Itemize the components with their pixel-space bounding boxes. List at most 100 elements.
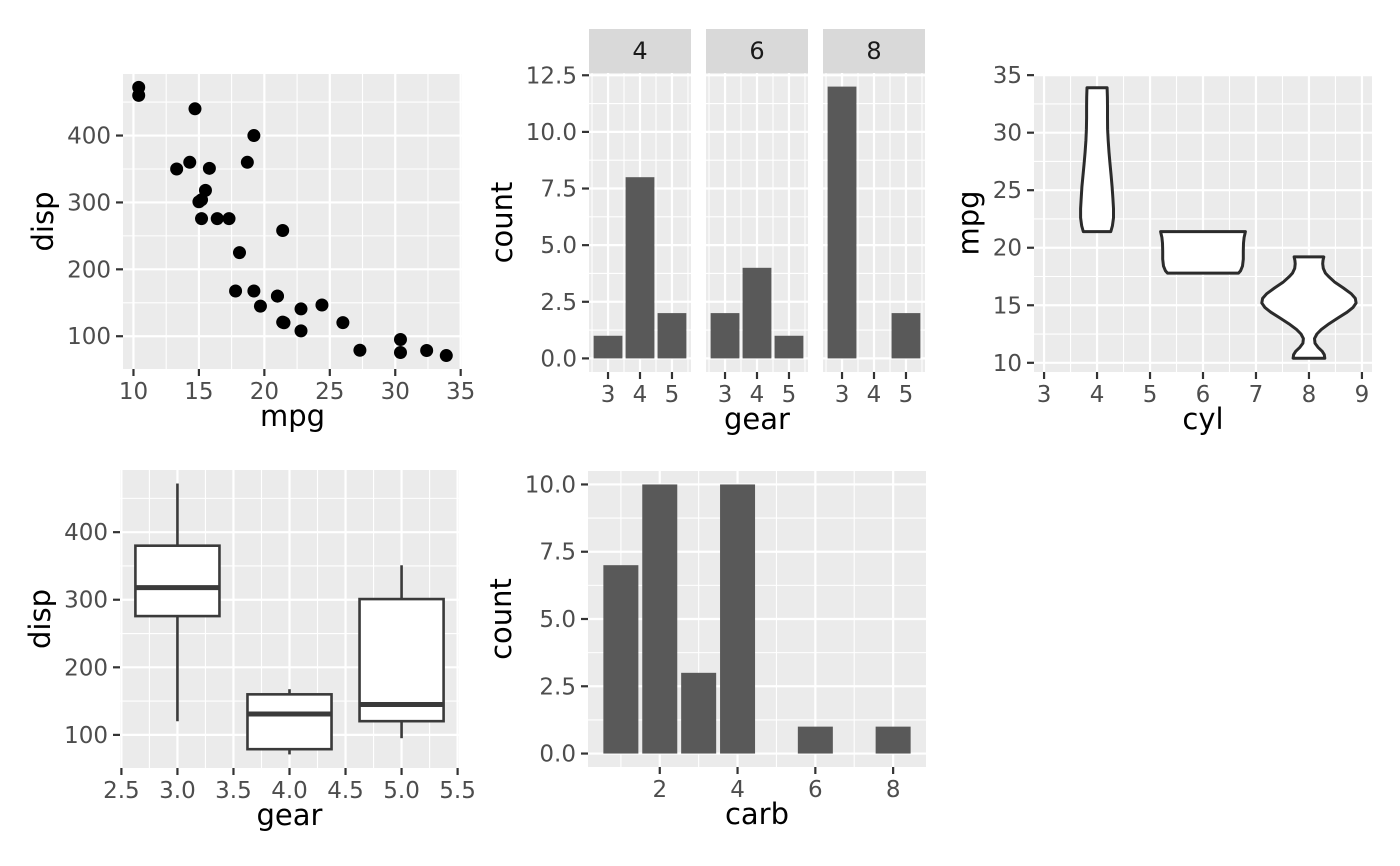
data-point — [202, 161, 216, 175]
x-tick-label: 4 — [867, 382, 882, 408]
y-tick-label: 200 — [67, 257, 111, 283]
bar — [625, 177, 655, 359]
x-tick-label: 3 — [1037, 382, 1052, 408]
y-tick-label: 5.0 — [539, 607, 576, 633]
y-tick-label: 2.5 — [539, 674, 576, 700]
y-axis-title: disp — [23, 589, 57, 649]
data-point — [232, 246, 246, 260]
violin-shape — [1159, 230, 1247, 275]
y-axis-title: count — [484, 578, 518, 660]
x-axis-title: mpg — [260, 399, 325, 433]
x-tick-label: 3.0 — [159, 778, 196, 804]
x-tick-label: 4 — [730, 777, 745, 803]
data-point — [132, 88, 146, 102]
data-point — [270, 289, 284, 303]
bar — [593, 335, 623, 359]
data-point — [315, 298, 329, 312]
data-point — [420, 343, 434, 357]
x-tick-label: 3 — [601, 382, 616, 408]
y-tick-label: 20 — [993, 236, 1022, 262]
y-tick-label: 10.0 — [525, 472, 576, 498]
violin-shape — [1260, 255, 1358, 360]
data-point — [247, 284, 261, 298]
data-point — [294, 302, 308, 316]
x-tick-label: 10 — [119, 379, 148, 405]
data-point — [294, 324, 308, 338]
x-tick-label: 8 — [1302, 382, 1317, 408]
y-tick-label: 10.0 — [526, 120, 577, 146]
bar — [657, 313, 687, 359]
x-axis-title: gear — [724, 402, 790, 436]
y-tick-label: 300 — [67, 190, 111, 216]
bar — [642, 484, 678, 754]
y-tick-label: 2.5 — [540, 290, 577, 316]
x-tick-label: 4.5 — [327, 778, 364, 804]
x-tick-label: 15 — [184, 379, 213, 405]
box — [246, 693, 333, 751]
facet-strip-label: 6 — [749, 37, 764, 65]
data-point — [229, 284, 243, 298]
x-tick-label: 25 — [315, 379, 344, 405]
bar — [797, 726, 833, 754]
panel-background — [123, 74, 462, 369]
data-point — [276, 224, 290, 238]
bar — [710, 313, 740, 359]
x-axis-title: cyl — [1182, 402, 1223, 436]
x-tick-label: 3.5 — [215, 778, 252, 804]
x-tick-label: 7 — [1249, 382, 1264, 408]
y-tick-label: 7.5 — [539, 540, 576, 566]
x-tick-label: 20 — [250, 379, 279, 405]
violin-shape — [1079, 86, 1115, 234]
y-tick-label: 0.0 — [540, 346, 577, 372]
x-tick-label: 2 — [652, 777, 667, 803]
facet-strip-label: 4 — [632, 37, 647, 65]
data-point — [393, 345, 407, 359]
box — [358, 597, 445, 723]
x-tick-label: 8 — [886, 777, 901, 803]
data-point — [188, 102, 202, 116]
bar — [681, 672, 717, 754]
data-point — [222, 212, 236, 226]
x-tick-label: 4 — [1090, 382, 1105, 408]
x-tick-label: 35 — [446, 379, 475, 405]
y-axis-title: count — [485, 182, 519, 264]
y-tick-label: 25 — [993, 178, 1022, 204]
box — [134, 544, 221, 618]
y-tick-label: 12.5 — [526, 63, 577, 89]
data-point — [210, 212, 224, 226]
data-point — [192, 195, 206, 209]
scatter-disp-vs-mpg: 10 15 20 25 30 35 100 200 300 400 mpg disp — [26, 74, 475, 433]
facet-strip — [589, 29, 691, 73]
x-tick-label: 3 — [718, 382, 733, 408]
y-tick-label: 10 — [993, 351, 1022, 377]
y-tick-label: 5.0 — [540, 233, 577, 259]
x-tick-label: 5 — [665, 382, 680, 408]
data-point — [353, 343, 367, 357]
bar — [827, 86, 857, 359]
facet-bar-count-vs-gear-by-cyl: 3 4 50.02.55.07.510.012.543 4 563 4 58gearcoun… — [485, 29, 925, 436]
data-point — [183, 155, 197, 169]
x-axis-title: carb — [725, 797, 789, 831]
x-tick-label: 9 — [1355, 382, 1370, 408]
facet-strip — [823, 29, 925, 73]
bar — [603, 565, 639, 754]
y-tick-label: 15 — [993, 293, 1022, 319]
x-tick-label: 4 — [750, 382, 765, 408]
data-point — [439, 349, 453, 363]
data-point — [195, 212, 209, 226]
y-tick-label: 300 — [64, 588, 108, 614]
data-point — [170, 162, 184, 176]
violin-mpg-vs-cyl: 3 4 5 6 7 8 9 10 15 20 25 30 35 cyl mpg — [952, 63, 1372, 436]
x-tick-label: 3 — [835, 382, 850, 408]
facet-strip-label: 8 — [866, 37, 881, 65]
x-axis-title: gear — [257, 798, 323, 832]
y-tick-label: 30 — [993, 121, 1022, 147]
bar — [891, 313, 921, 359]
x-tick-label: 5 — [1143, 382, 1158, 408]
data-point — [253, 299, 267, 313]
boxplot-disp-vs-gear: 2.5 3.0 3.5 4.0 4.5 5.0 5.5 100 200 300 400 gear dis… — [23, 470, 476, 832]
data-point — [336, 316, 350, 330]
x-tick-label: 6 — [808, 777, 823, 803]
bar-count-vs-carb: 2 4 6 8 0.0 2.5 5.0 7.5 10.0 carb count — [484, 471, 926, 831]
